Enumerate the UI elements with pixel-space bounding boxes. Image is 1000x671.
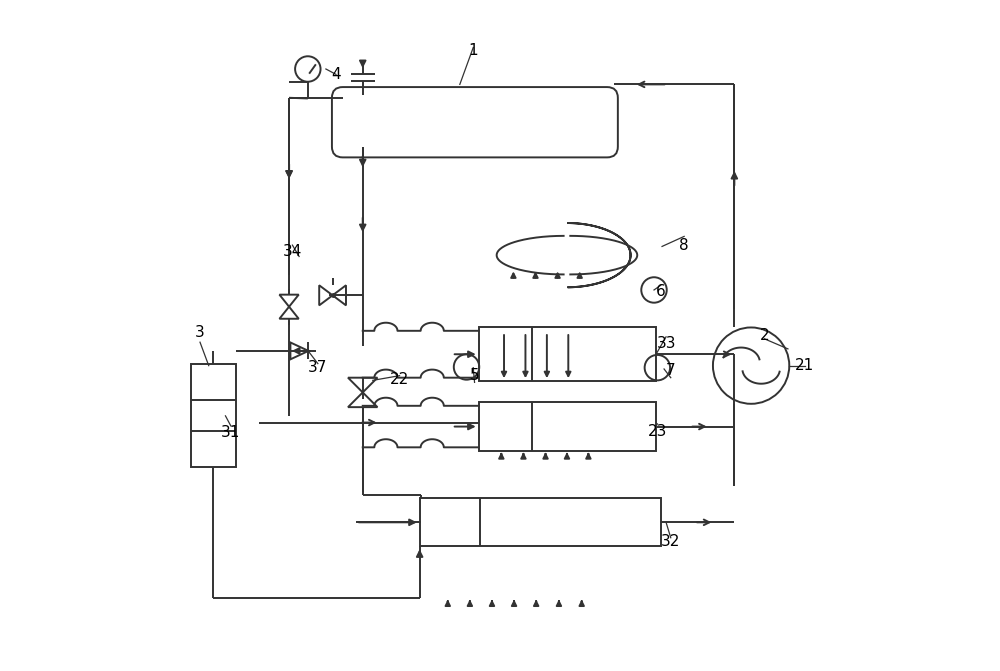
Bar [191,364,236,468]
Text: 6: 6 [656,285,666,299]
Text: 8: 8 [679,238,689,252]
FancyBboxPatch shape [332,87,618,158]
Text: 2: 2 [760,328,769,343]
Text: 7: 7 [666,364,676,378]
Text: 22: 22 [390,372,409,386]
Text: 23: 23 [648,424,667,439]
Text: 37: 37 [308,360,328,375]
Text: 21: 21 [795,358,814,373]
Text: 5: 5 [470,368,479,383]
Text: 4: 4 [331,67,341,82]
Bar [479,327,656,381]
Text: 34: 34 [283,244,302,259]
Text: 33: 33 [656,336,676,351]
Text: 31: 31 [221,425,241,440]
Text: 1: 1 [468,44,478,58]
Text: 3: 3 [195,325,205,340]
Text: 32: 32 [661,534,680,550]
Bar [420,498,661,546]
Bar [479,403,656,451]
